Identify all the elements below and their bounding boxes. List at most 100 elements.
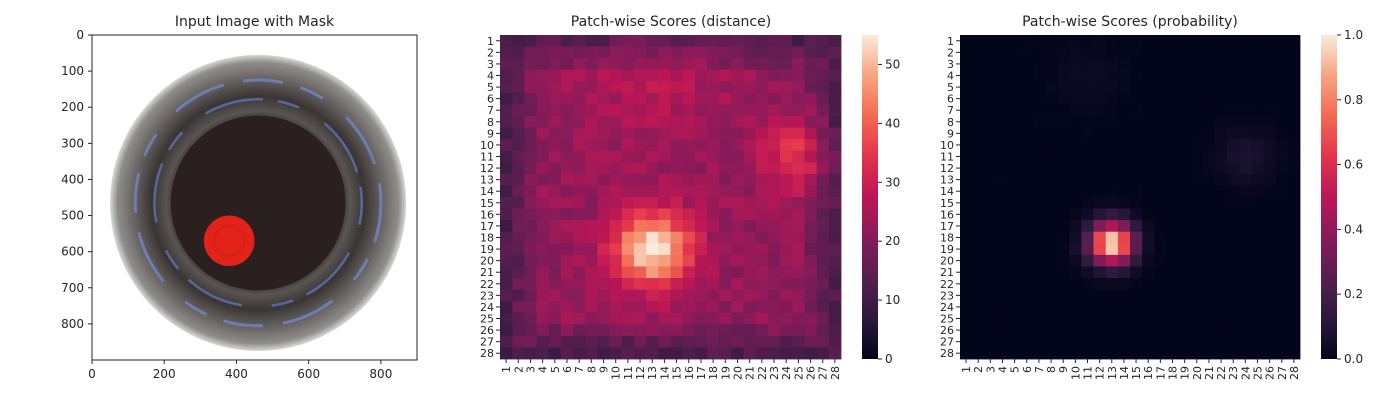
heatmap-cell [633, 220, 647, 233]
heatmap-cell [1045, 35, 1058, 47]
x-tick-label: 1 [960, 366, 973, 373]
heatmap-cell [1130, 139, 1143, 152]
heatmap-cell [1178, 231, 1192, 244]
heatmap-cell [1130, 266, 1143, 279]
x-tick-label: 9 [1057, 366, 1070, 373]
heatmap-cell [1142, 197, 1155, 209]
heatmap-cell [996, 150, 1009, 163]
heatmap-cell [512, 69, 525, 82]
heatmap-cell [1178, 324, 1192, 337]
heatmap-cell [707, 208, 720, 221]
y-tick-label: 400 [61, 172, 84, 186]
heatmap-cell [585, 278, 598, 290]
heatmap-cell [670, 58, 684, 71]
heatmap-cell [609, 162, 623, 175]
heatmap-cell [1154, 278, 1167, 290]
heatmap-cell [621, 46, 635, 59]
heatmap-cell [984, 208, 997, 221]
heatmap-cell [500, 173, 513, 186]
heatmap-cell [1093, 301, 1107, 314]
heatmap-cell [1239, 347, 1252, 360]
heatmap-cell [780, 197, 793, 209]
heatmap-cell [1251, 69, 1264, 82]
heatmap-cell [1190, 220, 1204, 233]
heatmap-cell [1154, 139, 1167, 152]
heatmap-cell [1057, 150, 1070, 163]
heatmap-cell [1275, 254, 1289, 267]
heatmap-cell [1142, 185, 1155, 198]
heatmap-cell [1154, 69, 1167, 82]
heatmap-cell [804, 185, 818, 198]
heatmap-cell [1069, 185, 1082, 198]
heatmap-cell [984, 92, 997, 105]
heatmap-cell [792, 92, 805, 105]
heatmap-cell [1178, 301, 1192, 314]
heatmap-cell [500, 347, 513, 360]
heatmap-cell [621, 92, 635, 105]
heatmap-cell [707, 254, 720, 267]
heatmap-cell [1032, 278, 1046, 290]
heatmap-cell [524, 208, 537, 221]
heatmap-cell [512, 347, 525, 360]
y-tick-label: 26 [940, 324, 954, 337]
heatmap-cell [1275, 104, 1289, 117]
heatmap-cell [1069, 208, 1082, 221]
heatmap-cell [573, 324, 586, 337]
heatmap-cell [500, 254, 513, 267]
heatmap-cell [1020, 173, 1034, 186]
y-tick-label: 18 [480, 232, 494, 245]
heatmap-cell [1178, 127, 1192, 140]
heatmap-cell [1202, 208, 1216, 221]
heatmap-cell [1032, 347, 1046, 360]
heatmap-cell [658, 35, 671, 47]
probability-x-ticks: 1 2 3 4 5 6 7 8 9 10 11 12 13 14 15 16 17 18 19 20 21 22 23 24 2… [960, 359, 1301, 380]
heatmap-cell [1190, 301, 1204, 314]
heatmap-cell [1008, 173, 1022, 186]
heatmap-cell [1130, 185, 1143, 198]
heatmap-cell [548, 243, 562, 256]
heatmap-cell [707, 173, 720, 186]
heatmap-cell [731, 92, 744, 105]
x-tick-label: 12 [634, 366, 647, 380]
heatmap-cell [1202, 312, 1216, 325]
heatmap-cell [1275, 185, 1289, 198]
heatmap-cell [621, 81, 635, 94]
heatmap-cell [984, 335, 997, 348]
heatmap-cell [682, 254, 696, 267]
y-tick-label: 6 [947, 93, 954, 106]
heatmap-cell [1093, 58, 1107, 71]
heatmap-cell [1008, 266, 1022, 279]
heatmap-cell [1069, 312, 1082, 325]
heatmap-cell [1130, 335, 1143, 348]
heatmap-cell [996, 197, 1009, 209]
heatmap-cell [1239, 220, 1252, 233]
heatmap-cell [1190, 150, 1204, 163]
heatmap-cell [1227, 243, 1240, 256]
heatmap-cell [755, 278, 769, 290]
heatmap-cell [1190, 185, 1204, 198]
heatmap-cell [1057, 139, 1070, 152]
heatmap-cell [609, 69, 623, 82]
heatmap-cell [1093, 185, 1107, 198]
y-tick-label: 10 [940, 139, 954, 152]
heatmap-cell [1166, 254, 1179, 267]
heatmap-cell [646, 150, 659, 163]
heatmap-cell [609, 46, 623, 59]
heatmap-cell [707, 92, 720, 105]
heatmap-cell [1069, 139, 1082, 152]
heatmap-cell [1045, 301, 1058, 314]
heatmap-cell [1227, 197, 1240, 209]
heatmap-cell [1020, 266, 1034, 279]
heatmap-cell [1190, 278, 1204, 290]
heatmap-cell [585, 127, 598, 140]
heatmap-cell [780, 162, 793, 175]
heatmap-cell [972, 173, 985, 186]
y-tick-label: 2 [947, 46, 954, 59]
heatmap-cell [755, 197, 769, 209]
heatmap-cell [1287, 266, 1301, 279]
heatmap-cell [524, 116, 537, 128]
heatmap-cell [972, 208, 985, 221]
heatmap-cell [731, 231, 744, 244]
heatmap-cell [694, 46, 708, 59]
heatmap-cell [536, 139, 550, 152]
